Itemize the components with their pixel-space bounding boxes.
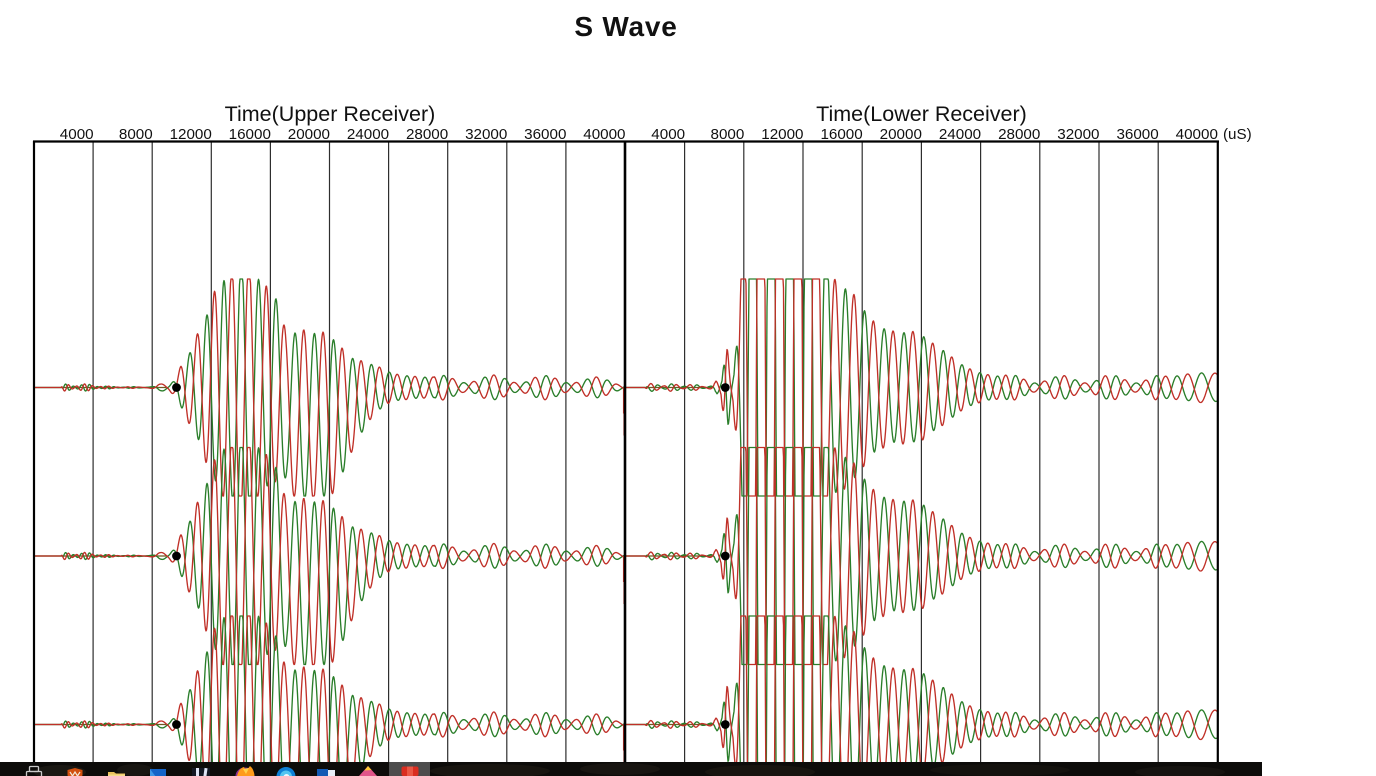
svg-text:36000: 36000 [1116,126,1158,143]
svg-text:40000: 40000 [583,126,625,143]
svg-text:20000: 20000 [880,126,922,143]
svg-text:S Wave: S Wave [574,11,677,42]
svg-text:4000: 4000 [651,126,685,143]
svg-text:8000: 8000 [711,126,745,143]
svg-text:32000: 32000 [465,126,507,143]
svg-text:4000: 4000 [60,126,94,143]
svg-text:Time(Lower Receiver): Time(Lower Receiver) [816,102,1027,126]
svg-text:32000: 32000 [1057,126,1099,143]
svg-text:Time(Upper Receiver): Time(Upper Receiver) [225,102,436,126]
svg-text:24000: 24000 [939,126,981,143]
svg-text:20000: 20000 [288,126,330,143]
svg-text:16000: 16000 [820,126,862,143]
svg-text:28000: 28000 [998,126,1040,143]
svg-text:24000: 24000 [347,126,389,143]
svg-text:40000: 40000 [1176,126,1218,143]
svg-text:(uS): (uS) [1223,126,1252,143]
svg-text:8000: 8000 [119,126,153,143]
svg-text:28000: 28000 [406,126,448,143]
svg-text:12000: 12000 [170,126,212,143]
svg-text:16000: 16000 [229,126,271,143]
svg-text:36000: 36000 [524,126,566,143]
svg-text:12000: 12000 [761,126,803,143]
